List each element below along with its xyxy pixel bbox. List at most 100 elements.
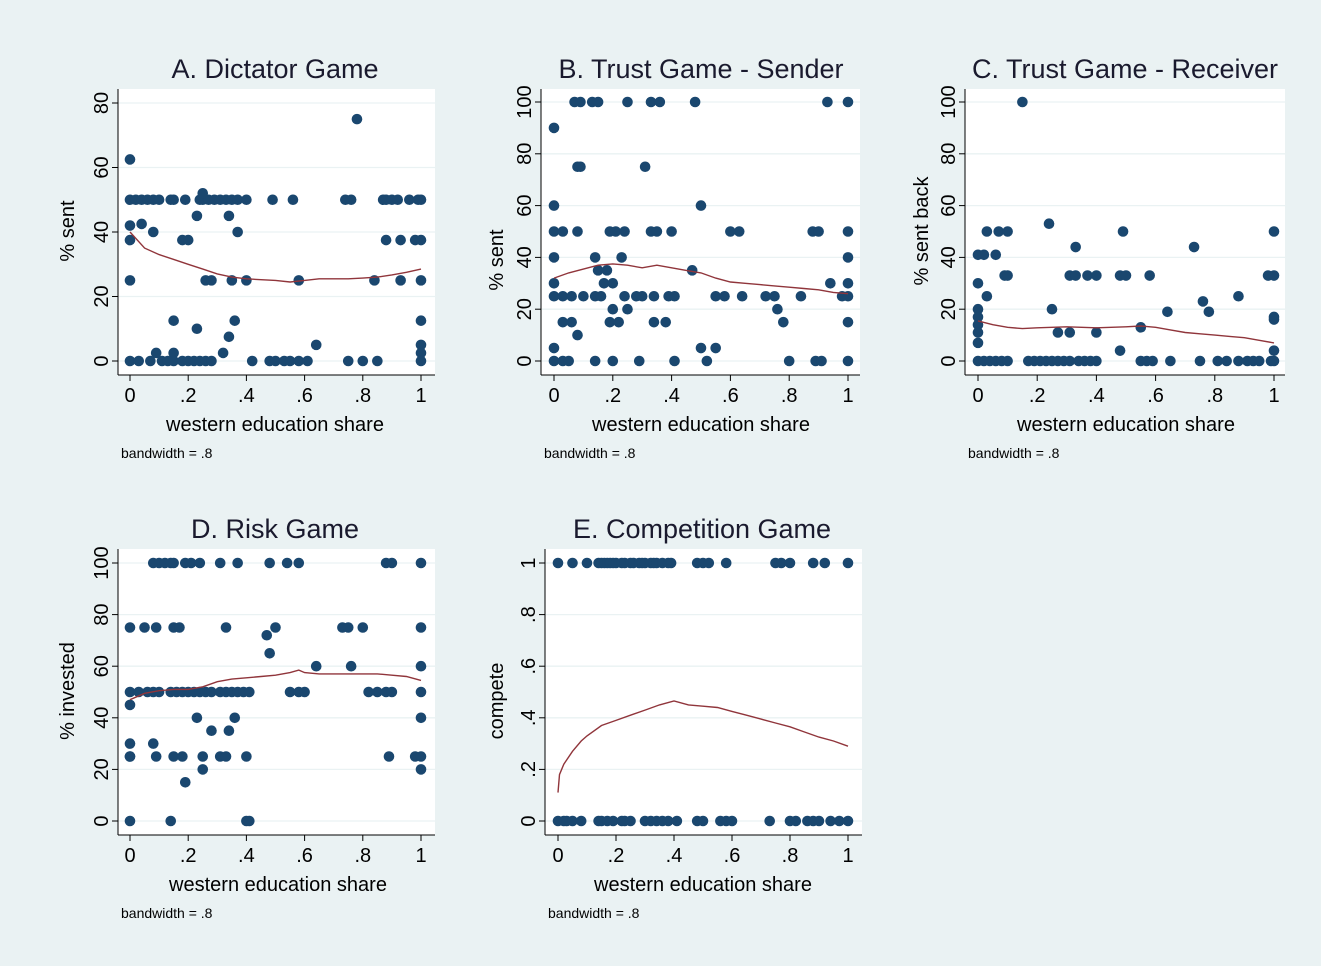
data-point bbox=[191, 210, 203, 222]
data-point bbox=[124, 738, 136, 749]
data-point bbox=[1114, 345, 1126, 356]
data-point bbox=[232, 557, 243, 569]
data-point bbox=[1091, 355, 1102, 367]
data-point bbox=[168, 751, 179, 762]
data-point bbox=[264, 648, 275, 659]
y-tick-label: .8 bbox=[518, 606, 540, 623]
data-point bbox=[689, 96, 701, 108]
data-point bbox=[345, 660, 357, 672]
data-point bbox=[342, 355, 354, 367]
panel-b: B. Trust Game - Sender % sent western ed… bbox=[486, 54, 860, 461]
data-point bbox=[392, 194, 404, 206]
data-point bbox=[595, 290, 607, 302]
data-point bbox=[124, 622, 136, 633]
data-point bbox=[177, 751, 188, 762]
x-tick-label: .8 bbox=[354, 845, 371, 867]
panel-e: E. Competition Game compete western educ… bbox=[486, 514, 862, 921]
data-point bbox=[264, 557, 275, 569]
y-tick-label: 100 bbox=[514, 85, 536, 118]
data-point bbox=[772, 303, 783, 315]
fit-line bbox=[557, 700, 849, 793]
data-point bbox=[244, 686, 255, 698]
data-point bbox=[601, 265, 613, 276]
data-point bbox=[825, 278, 836, 289]
y-tick-label: 80 bbox=[91, 92, 113, 114]
data-point bbox=[769, 290, 780, 302]
data-point bbox=[284, 355, 296, 367]
data-point bbox=[726, 815, 738, 827]
data-point bbox=[1268, 270, 1280, 281]
data-point bbox=[1070, 270, 1081, 281]
data-point bbox=[246, 355, 258, 367]
data-point bbox=[270, 355, 281, 367]
data-point bbox=[783, 355, 795, 367]
data-point bbox=[720, 557, 732, 569]
data-point bbox=[1082, 270, 1093, 281]
data-point bbox=[842, 278, 854, 289]
data-point bbox=[168, 315, 179, 326]
y-tick-label: .4 bbox=[518, 709, 540, 726]
data-point bbox=[1052, 327, 1064, 338]
data-point bbox=[607, 355, 619, 367]
data-point bbox=[592, 96, 604, 108]
data-point bbox=[232, 226, 243, 238]
data-point bbox=[776, 557, 787, 569]
y-tick-label: 0 bbox=[91, 815, 113, 826]
fit-line bbox=[129, 231, 422, 283]
data-point bbox=[241, 751, 252, 762]
data-point bbox=[153, 194, 165, 206]
plot-area bbox=[545, 549, 862, 835]
data-point bbox=[1253, 355, 1265, 367]
data-point bbox=[124, 355, 136, 367]
data-point bbox=[133, 355, 145, 367]
panel-title: C. Trust Game - Receiver bbox=[972, 54, 1278, 84]
data-point bbox=[415, 712, 427, 724]
data-point bbox=[581, 557, 593, 569]
data-point bbox=[191, 712, 203, 724]
data-point bbox=[150, 751, 162, 762]
data-point bbox=[197, 751, 209, 762]
data-point bbox=[842, 557, 854, 569]
data-point bbox=[622, 303, 633, 315]
panel-title: D. Risk Game bbox=[191, 514, 359, 544]
data-point bbox=[625, 815, 636, 827]
data-point bbox=[168, 194, 179, 206]
y-tick-label: 40 bbox=[514, 246, 536, 268]
data-point bbox=[842, 316, 854, 328]
data-point bbox=[557, 316, 569, 328]
data-point bbox=[1197, 296, 1209, 307]
y-axis-label: % sent bbox=[486, 229, 508, 291]
data-point bbox=[124, 686, 136, 698]
data-point bbox=[241, 275, 252, 286]
data-point bbox=[589, 355, 601, 367]
data-point bbox=[548, 252, 560, 263]
data-point bbox=[124, 699, 136, 711]
data-point bbox=[357, 355, 369, 367]
data-point bbox=[607, 815, 619, 827]
panel-title: E. Competition Game bbox=[573, 514, 831, 544]
ticks: 0 .2 .4 .6 .8 1 0 20 40 60 80 100 bbox=[91, 546, 427, 867]
data-point bbox=[575, 161, 586, 173]
data-point bbox=[548, 122, 560, 134]
data-point bbox=[415, 686, 427, 698]
data-point bbox=[153, 686, 165, 698]
data-point bbox=[302, 355, 313, 367]
data-point bbox=[725, 226, 736, 237]
x-axis-label: western education share bbox=[1016, 414, 1235, 436]
data-point bbox=[415, 347, 427, 359]
data-point bbox=[842, 355, 854, 367]
x-tick-label: .4 bbox=[238, 845, 255, 867]
y-tick-label: 100 bbox=[938, 85, 960, 118]
data-point bbox=[415, 275, 427, 286]
data-point bbox=[1135, 322, 1147, 333]
data-point bbox=[223, 725, 235, 736]
data-point bbox=[147, 738, 159, 749]
data-point bbox=[386, 557, 398, 569]
x-axis-label: western education share bbox=[593, 874, 812, 896]
data-point bbox=[665, 557, 677, 569]
data-point bbox=[310, 339, 322, 351]
y-tick-label: 80 bbox=[938, 143, 960, 165]
data-point bbox=[415, 751, 427, 762]
data-point bbox=[124, 154, 136, 165]
y-tick-label: 80 bbox=[514, 143, 536, 165]
